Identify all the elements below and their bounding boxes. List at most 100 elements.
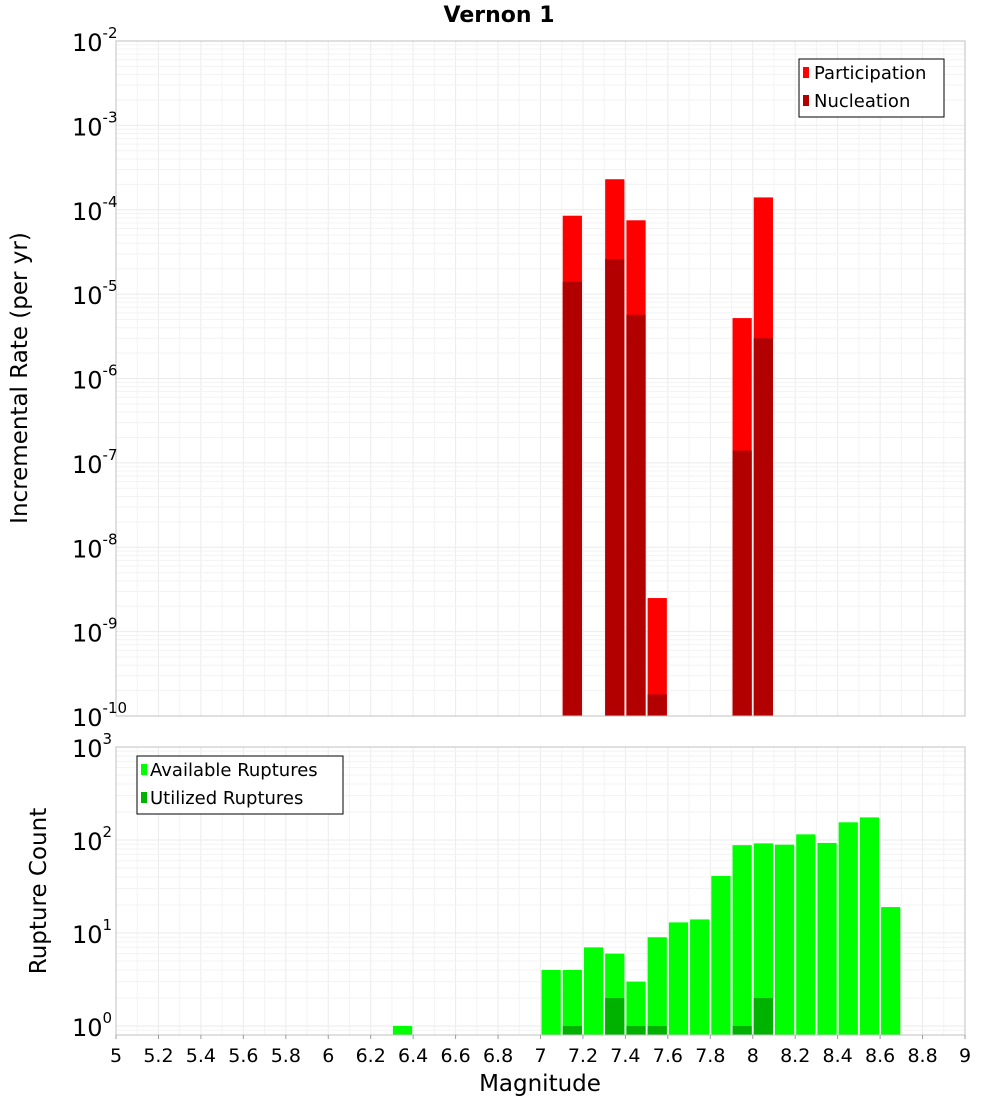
x-tick-label: 6.8 <box>483 1045 513 1067</box>
y-tick-label: 100 <box>72 1009 112 1042</box>
available-ruptures-bar <box>392 1025 413 1035</box>
x-tick-label: 7.2 <box>568 1045 598 1067</box>
legend-utilized-swatch <box>141 792 147 803</box>
rate-y-ticks: 10-10 10-9 10-8 10-7 10-6 10-5 10-4 10-3 10-2 <box>72 24 127 732</box>
y-tick-exponent: -10 <box>103 699 128 717</box>
y-tick-exponent: 0 <box>103 1009 113 1027</box>
y-tick-exponent: -3 <box>103 108 118 126</box>
x-tick-label: 5 <box>110 1045 122 1067</box>
magnitude-x-ticks: 5 5.2 5.4 5.6 5.8 6 6.2 6.4 6.6 6.8 7 7.2 7.4 7.6 7.8 8… <box>110 1035 971 1067</box>
available-ruptures-bar <box>774 844 795 1035</box>
count-y-axis-title: Rupture Count <box>26 808 52 974</box>
y-tick-exponent: -4 <box>103 193 118 211</box>
available-ruptures-bar <box>626 981 646 1035</box>
available-ruptures-bar <box>647 937 667 1035</box>
y-tick-exponent: -8 <box>103 530 118 548</box>
y-tick-exponent: 1 <box>103 916 113 934</box>
y-tick-label: 101 <box>72 916 112 949</box>
rate-bars <box>562 179 773 717</box>
y-tick-base: 10-6 <box>72 362 118 395</box>
available-ruptures-bar <box>753 843 773 1035</box>
y-tick-base: 10-9 <box>72 615 118 648</box>
available-ruptures-bar <box>859 817 880 1035</box>
y-tick-exponent: -7 <box>103 446 118 464</box>
x-tick-label: 7.8 <box>695 1045 725 1067</box>
x-axis-title: Magnitude <box>479 1071 601 1097</box>
x-tick-label: 9 <box>959 1045 971 1067</box>
nucleation-bar <box>647 694 667 716</box>
utilized-ruptures-bar <box>562 1025 582 1035</box>
y-tick-exponent: -9 <box>103 615 118 633</box>
legend-participation-label: Participation <box>814 63 926 84</box>
available-ruptures-bar <box>796 834 816 1035</box>
y-tick-label: 103 <box>72 730 112 763</box>
available-ruptures-bar <box>732 845 752 1035</box>
nucleation-bar <box>562 281 582 716</box>
rate-y-axis-title: Incremental Rate (per yr) <box>7 232 33 524</box>
legend-available-swatch <box>141 764 147 775</box>
available-ruptures-bar <box>817 842 837 1035</box>
y-tick-exponent: 2 <box>103 823 113 841</box>
y-tick-label: 102 <box>72 823 112 856</box>
y-tick-label: 10-9 <box>72 615 118 648</box>
x-tick-label: 6 <box>322 1045 334 1067</box>
legend-nucleation-label: Nucleation <box>814 91 910 112</box>
y-tick-base: 10-10 <box>72 699 127 732</box>
rate-legend: Participation Nucleation <box>798 58 945 118</box>
available-ruptures-bar <box>838 822 858 1035</box>
y-tick-base: 101 <box>72 916 112 949</box>
available-ruptures-bar <box>668 922 689 1035</box>
available-ruptures-bar <box>881 907 901 1035</box>
rate-legend-box <box>798 58 945 118</box>
y-tick-exponent: -5 <box>103 277 118 295</box>
legend-utilized-label: Utilized Ruptures <box>150 788 303 809</box>
legend-nucleation-swatch <box>803 95 809 106</box>
y-tick-label: 10-2 <box>72 24 118 57</box>
count-bars <box>392 817 901 1035</box>
x-tick-label: 6.4 <box>398 1045 428 1067</box>
legend-available-label: Available Ruptures <box>150 760 318 781</box>
y-tick-label: 10-8 <box>72 530 118 563</box>
y-tick-base: 10-5 <box>72 277 118 310</box>
x-tick-label: 5.8 <box>271 1045 301 1067</box>
y-tick-base: 10-8 <box>72 530 118 563</box>
y-tick-label: 10-3 <box>72 108 118 141</box>
x-tick-label: 7 <box>534 1045 546 1067</box>
x-tick-label: 7.6 <box>653 1045 683 1067</box>
utilized-ruptures-bar <box>753 997 773 1035</box>
x-tick-label: 6.6 <box>440 1045 470 1067</box>
y-tick-label: 10-4 <box>72 193 118 226</box>
y-tick-label: 10-7 <box>72 446 118 479</box>
nucleation-bar <box>605 259 625 716</box>
available-ruptures-bar <box>583 947 604 1035</box>
y-tick-base: 10-4 <box>72 193 118 226</box>
y-tick-label: 10-10 <box>72 699 127 732</box>
x-tick-label: 8.8 <box>907 1045 937 1067</box>
participation-bar <box>647 598 667 716</box>
y-tick-exponent: -2 <box>103 24 118 42</box>
rate-gridlines <box>115 40 966 717</box>
utilized-ruptures-bar <box>732 1025 752 1035</box>
x-tick-label: 5.6 <box>228 1045 258 1067</box>
available-ruptures-bar <box>541 969 561 1035</box>
y-tick-exponent: 3 <box>103 730 113 748</box>
rate-plot-frame <box>115 40 966 717</box>
y-tick-base: 100 <box>72 1009 112 1042</box>
nucleation-bar <box>753 338 773 716</box>
x-tick-label: 8.2 <box>780 1045 810 1067</box>
x-tick-label: 5.4 <box>186 1045 216 1067</box>
y-tick-label: 10-6 <box>72 362 118 395</box>
chart-title: Vernon 1 <box>444 3 555 28</box>
x-tick-label: 8.4 <box>823 1045 853 1067</box>
legend-participation-swatch <box>803 67 809 78</box>
x-tick-label: 8.6 <box>865 1045 895 1067</box>
y-tick-label: 10-5 <box>72 277 118 310</box>
count-legend: Available Ruptures Utilized Ruptures <box>136 755 344 815</box>
x-tick-label: 7.4 <box>610 1045 640 1067</box>
available-ruptures-bar <box>690 919 710 1035</box>
y-tick-base: 10-2 <box>72 24 118 57</box>
available-ruptures-bar <box>711 876 731 1035</box>
utilized-ruptures-bar <box>647 1025 667 1035</box>
